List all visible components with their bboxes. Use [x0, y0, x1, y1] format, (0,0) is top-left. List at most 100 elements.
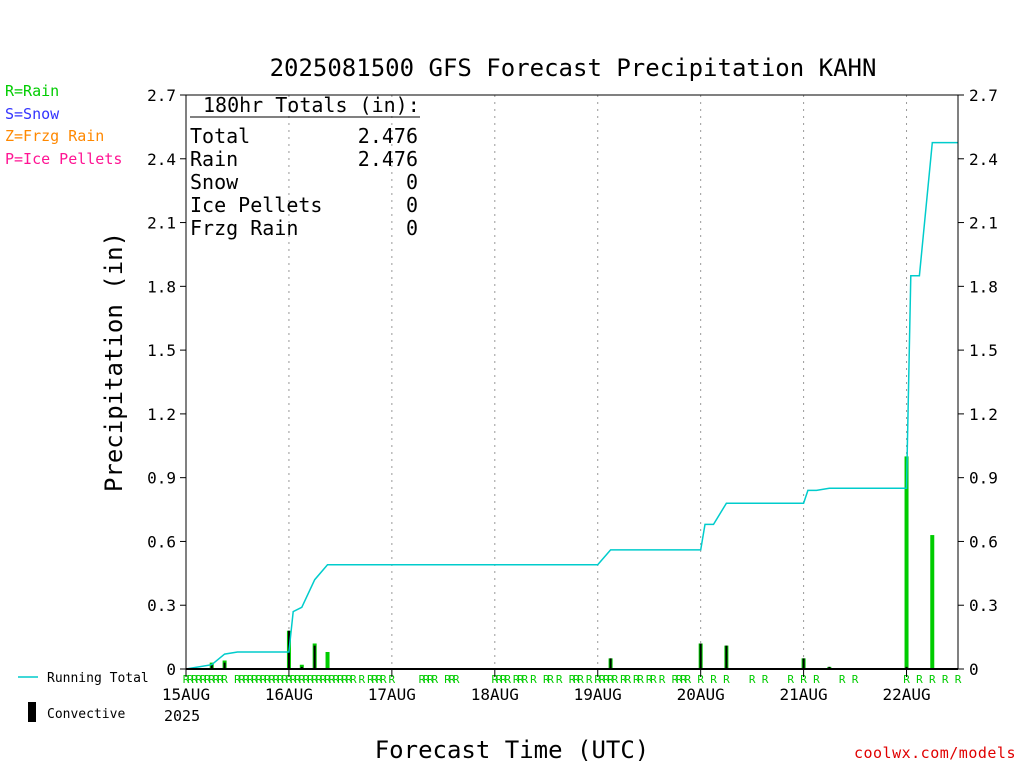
ptype-mark: R — [213, 673, 220, 686]
y-tick-label-right: 0.9 — [969, 469, 998, 488]
x-tick-label: 22AUG — [882, 685, 930, 704]
rain-bar — [930, 535, 935, 669]
ptype-mark: R — [577, 673, 584, 686]
x-tick-label: 17AUG — [368, 685, 416, 704]
x-tick-label: 16AUG — [265, 685, 313, 704]
y-tick-label-left: 2.4 — [147, 150, 176, 169]
rain-bar — [325, 651, 330, 669]
y-tick-label-right: 0.3 — [969, 596, 998, 615]
totals-row-value: 2.476 — [358, 147, 418, 171]
ptype-mark: R — [543, 673, 550, 686]
ptype-mark: R — [547, 673, 554, 686]
ptype-mark: R — [260, 673, 267, 686]
ptype-mark: R — [286, 673, 293, 686]
ptype-mark: R — [217, 673, 224, 686]
ptype-mark: R — [277, 673, 284, 686]
totals-row-label: Snow — [190, 170, 239, 194]
ptype-mark: R — [256, 673, 263, 686]
y-tick-label-left: 1.2 — [147, 405, 176, 424]
precip-type-legend-item: P=Ice Pellets — [5, 149, 123, 168]
ptype-mark: R — [453, 673, 460, 686]
y-tick-label-right: 2.4 — [969, 150, 998, 169]
ptype-mark: R — [238, 673, 245, 686]
ptype-mark: R — [672, 673, 679, 686]
ptype-mark: R — [303, 673, 310, 686]
ptype-mark: R — [646, 673, 653, 686]
ptype-mark: R — [496, 673, 503, 686]
y-tick-label-left: 2.1 — [147, 214, 176, 233]
ptype-mark: R — [612, 673, 619, 686]
convective-bar — [223, 662, 226, 669]
plot-frame — [185, 94, 959, 670]
ptype-mark: R — [607, 673, 614, 686]
y-axis-left: 0 0.3 0.6 0.9 1.2 1.5 1.8 2.1 2.4 2.7 — [147, 86, 186, 679]
x-tick-label: 20AUG — [677, 685, 725, 704]
ptype-mark: R — [204, 673, 211, 686]
precip-type-legend-item: S=Snow — [5, 104, 60, 123]
x-tick-label: 18AUG — [471, 685, 519, 704]
ptype-mark: R — [311, 673, 318, 686]
ptype-mark: R — [234, 673, 241, 686]
ptype-mark: R — [350, 673, 357, 686]
y-tick-label-right: 1.8 — [969, 277, 998, 296]
rain-bar — [904, 456, 909, 669]
totals-row-value: 0 — [406, 170, 418, 194]
ptype-mark: R — [556, 673, 563, 686]
ptype-mark: R — [762, 673, 769, 686]
ptype-mark: R — [517, 673, 524, 686]
ptype-mark: R — [281, 673, 288, 686]
ptype-mark: R — [787, 673, 794, 686]
ptype-mark: R — [431, 673, 438, 686]
totals-box: 180hr Totals (in): Total 2.476 Rain 2.476 Sn… — [190, 93, 420, 240]
convective-bar — [828, 666, 831, 669]
ptype-mark: R — [929, 673, 936, 686]
ptype-mark: R — [491, 673, 498, 686]
y-tick-label-right: 2.7 — [969, 86, 998, 105]
ptype-mark: R — [504, 673, 511, 686]
ptype-mark: R — [955, 673, 962, 686]
ptype-mark: R — [603, 673, 610, 686]
y-tick-label-left: 0.6 — [147, 532, 176, 551]
convective-bar — [699, 643, 702, 669]
ptype-mark: R — [247, 673, 254, 686]
y-tick-label-left: 2.7 — [147, 86, 176, 105]
y-tick-label-left: 0.3 — [147, 596, 176, 615]
ptype-mark: R — [427, 673, 434, 686]
totals-row-value: 0 — [406, 193, 418, 217]
ptype-mark: R — [800, 673, 807, 686]
ptype-mark: R — [569, 673, 576, 686]
totals-rows: Total 2.476 Rain 2.476 Snow 0 Ice Pellets 0 Frzg… — [190, 124, 418, 240]
convective-bar — [210, 664, 213, 669]
ptype-mark: R — [444, 673, 451, 686]
ptype-mark: R — [187, 673, 194, 686]
ptype-mark: R — [367, 673, 374, 686]
ptype-mark: R — [903, 673, 910, 686]
convective-bars — [210, 630, 908, 669]
ptype-mark: R — [320, 673, 327, 686]
ptype-mark: R — [697, 673, 704, 686]
ptype-mark: R — [942, 673, 949, 686]
ptype-mark: R — [221, 673, 228, 686]
ptype-mark: R — [710, 673, 717, 686]
ptype-mark: R — [183, 673, 190, 686]
totals-row-label: Rain — [190, 147, 238, 171]
totals-row-value: 2.476 — [358, 124, 418, 148]
x-tick-label: 21AUG — [780, 685, 828, 704]
chart-title: 2025081500 GFS Forecast Precipitation KA… — [270, 54, 877, 82]
ptype-mark: R — [273, 673, 280, 686]
convective-bar — [725, 645, 728, 669]
ptype-mark: R — [633, 673, 640, 686]
totals-box-title: 180hr Totals (in): — [203, 93, 420, 117]
precip-type-legend-item: R=Rain — [5, 82, 60, 100]
convective-bar — [802, 658, 805, 669]
ptype-mark: R — [852, 673, 859, 686]
ptype-mark: R — [624, 673, 631, 686]
ptype-mark: R — [200, 673, 207, 686]
y-tick-label-left: 0.9 — [147, 469, 176, 488]
y-tick-label-right: 1.2 — [969, 405, 998, 424]
ptype-mark: R — [196, 673, 203, 686]
ptype-mark: R — [916, 673, 923, 686]
ptype-mark: R — [337, 673, 344, 686]
ptype-mark: R — [243, 673, 250, 686]
